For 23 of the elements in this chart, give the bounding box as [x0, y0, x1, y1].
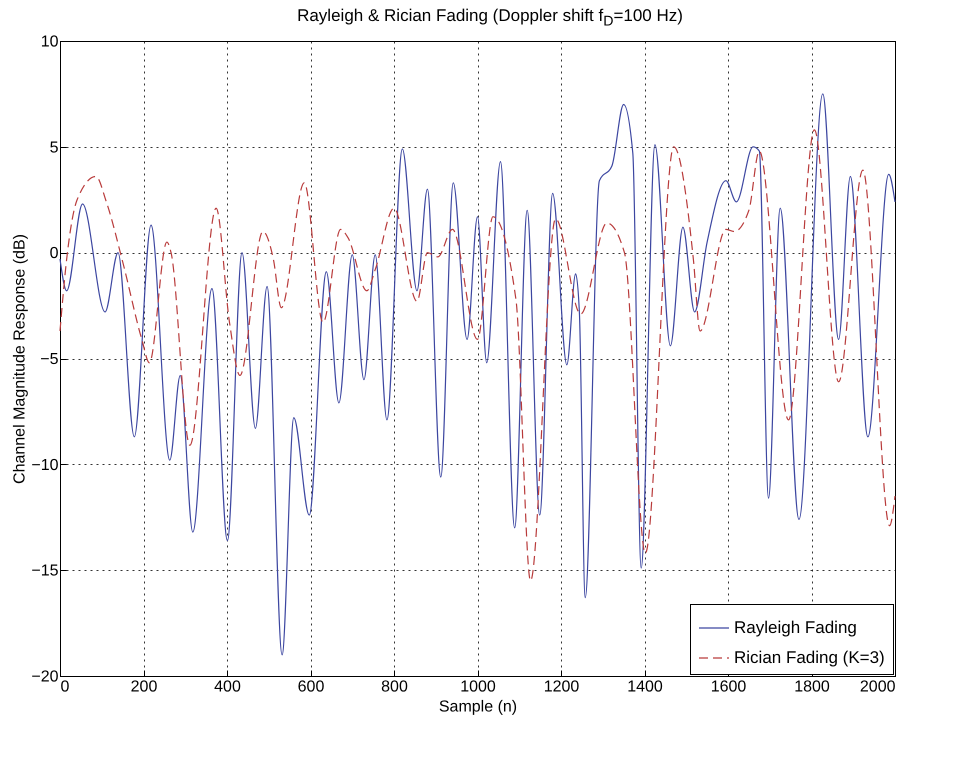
- y-tick-label: −5: [40, 351, 59, 368]
- x-tick-label: 1000: [460, 678, 496, 696]
- x-tick-label: 200: [130, 678, 158, 696]
- x-axis-title: Sample (n): [438, 698, 518, 716]
- x-tick-label: 1200: [544, 678, 580, 696]
- x-tick-label: 800: [381, 678, 408, 696]
- x-tick-label: 1400: [627, 678, 663, 696]
- chart-title: Rayleigh & Rician Fading (Doppler shift f$_{D}$=100 Hz): [296, 6, 684, 30]
- y-tick-label: −10: [31, 457, 59, 474]
- y-tick-label: 0: [50, 246, 59, 263]
- y-tick-label: 5: [50, 140, 59, 157]
- x-tick-label: 600: [298, 678, 324, 696]
- line-series: [59, 130, 896, 582]
- x-tick-label: 1600: [710, 678, 746, 696]
- y-tick-label: 10: [40, 34, 59, 51]
- y-axis-title: Channel Magnitude Response (dB): [11, 234, 28, 484]
- y-tick-label: −15: [31, 563, 59, 580]
- x-tick-label: 400: [214, 678, 241, 696]
- y-tick-label: −20: [31, 668, 59, 686]
- legend-label: Rayleigh Fading: [734, 618, 857, 638]
- x-tick-label: 2000: [860, 678, 896, 696]
- legend-label: Rician Fading (K=3): [734, 648, 885, 668]
- x-tick-label: 1800: [794, 678, 830, 696]
